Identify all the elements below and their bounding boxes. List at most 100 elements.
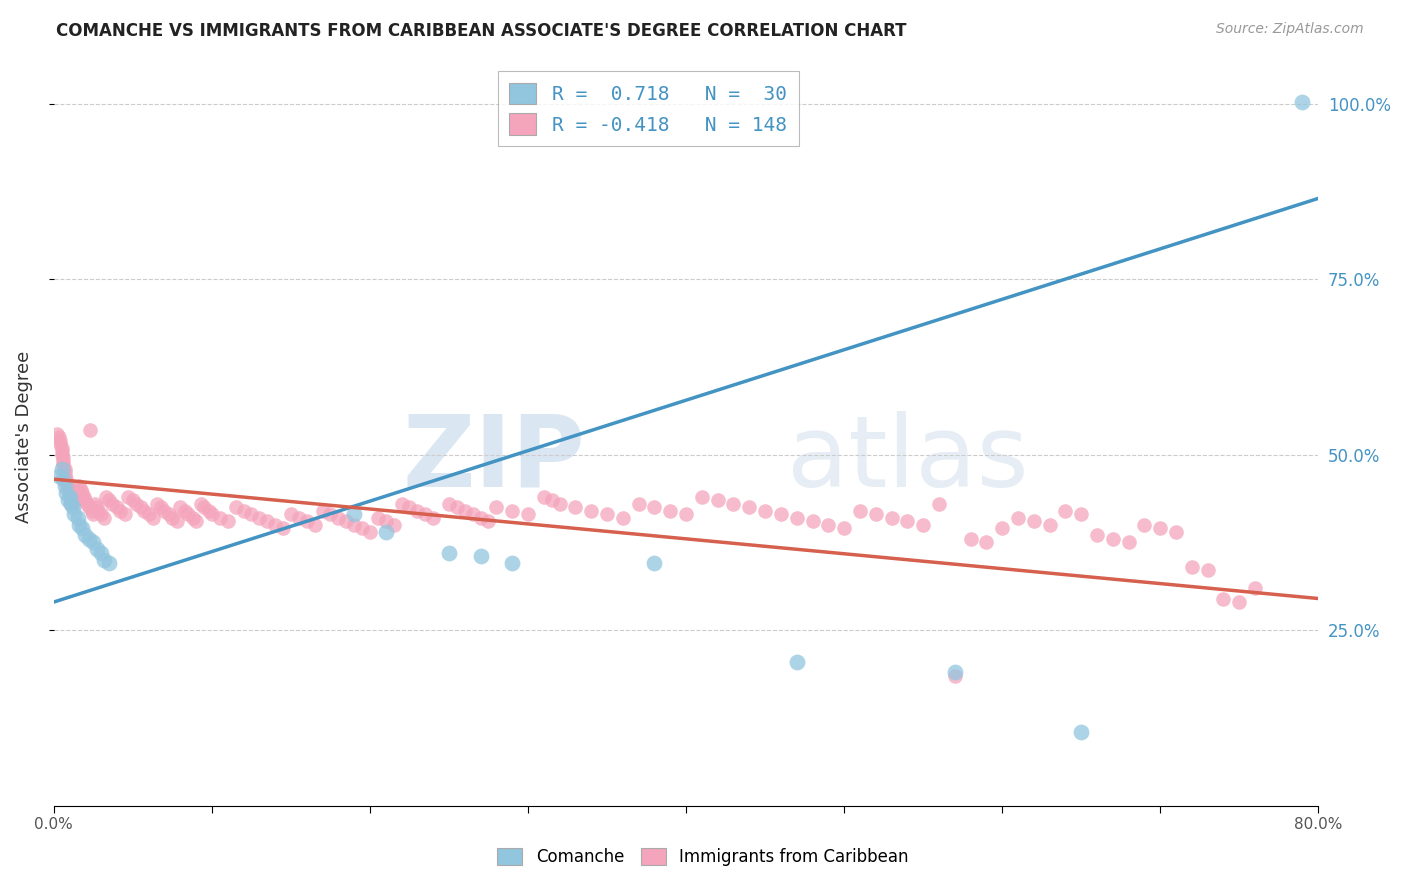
Point	[1007, 510, 1029, 524]
Point	[52, 458, 75, 472]
Point	[162, 510, 184, 524]
Point	[94, 490, 117, 504]
Point	[52, 455, 75, 469]
Point	[690, 490, 713, 504]
Point	[98, 557, 121, 571]
Point	[169, 500, 191, 515]
Point	[55, 486, 77, 500]
Point	[49, 437, 72, 451]
Y-axis label: Associate's Degree: Associate's Degree	[15, 351, 32, 524]
Point	[517, 508, 540, 522]
Point	[976, 535, 998, 549]
Point	[166, 514, 188, 528]
Point	[832, 521, 855, 535]
Point	[501, 504, 523, 518]
Point	[52, 472, 75, 486]
Point	[153, 504, 176, 518]
Point	[59, 490, 82, 504]
Point	[177, 508, 200, 522]
Point	[53, 461, 76, 475]
Point	[217, 514, 239, 528]
Point	[304, 517, 326, 532]
Point	[612, 510, 634, 524]
Point	[67, 517, 90, 532]
Point	[51, 441, 73, 455]
Point	[1039, 517, 1062, 532]
Point	[59, 490, 82, 504]
Point	[1244, 581, 1267, 595]
Point	[880, 510, 903, 524]
Point	[53, 468, 76, 483]
Point	[117, 490, 139, 504]
Point	[184, 514, 207, 528]
Point	[1197, 563, 1219, 577]
Point	[596, 508, 619, 522]
Point	[150, 500, 173, 515]
Point	[991, 521, 1014, 535]
Point	[579, 504, 602, 518]
Point	[413, 508, 436, 522]
Point	[769, 508, 792, 522]
Point	[367, 510, 389, 524]
Point	[77, 500, 100, 515]
Point	[391, 497, 413, 511]
Point	[675, 508, 697, 522]
Point	[627, 497, 650, 511]
Point	[943, 669, 966, 683]
Point	[470, 510, 492, 524]
Point	[80, 504, 103, 518]
Point	[46, 426, 69, 441]
Point	[63, 486, 86, 500]
Point	[132, 504, 155, 518]
Point	[73, 490, 96, 504]
Point	[454, 504, 477, 518]
Legend: R =  0.718   N =  30, R = -0.418   N = 148: R = 0.718 N = 30, R = -0.418 N = 148	[498, 70, 799, 146]
Point	[59, 486, 82, 500]
Point	[93, 553, 115, 567]
Point	[51, 461, 73, 475]
Point	[1227, 595, 1250, 609]
Point	[343, 517, 366, 532]
Point	[48, 468, 70, 483]
Point	[1149, 521, 1171, 535]
Point	[485, 500, 508, 515]
Point	[110, 504, 132, 518]
Text: atlas: atlas	[787, 410, 1029, 508]
Point	[477, 514, 499, 528]
Point	[82, 535, 104, 549]
Point	[181, 510, 204, 524]
Point	[548, 497, 571, 511]
Point	[659, 504, 682, 518]
Point	[240, 508, 263, 522]
Point	[69, 483, 91, 497]
Point	[374, 524, 396, 539]
Point	[60, 497, 83, 511]
Point	[350, 521, 373, 535]
Point	[65, 490, 87, 504]
Point	[79, 423, 101, 437]
Point	[105, 500, 128, 515]
Point	[62, 479, 84, 493]
Point	[87, 504, 110, 518]
Point	[1291, 95, 1313, 109]
Point	[86, 500, 108, 515]
Point	[86, 542, 108, 557]
Point	[90, 546, 112, 560]
Point	[82, 508, 104, 522]
Point	[72, 521, 94, 535]
Point	[49, 434, 72, 448]
Point	[382, 517, 405, 532]
Point	[63, 508, 86, 522]
Point	[564, 500, 586, 515]
Point	[53, 465, 76, 479]
Point	[62, 500, 84, 515]
Point	[406, 504, 429, 518]
Point	[706, 493, 728, 508]
Point	[1181, 560, 1204, 574]
Point	[723, 497, 745, 511]
Point	[288, 510, 311, 524]
Point	[114, 508, 136, 522]
Point	[60, 493, 83, 508]
Point	[56, 479, 79, 493]
Point	[374, 514, 396, 528]
